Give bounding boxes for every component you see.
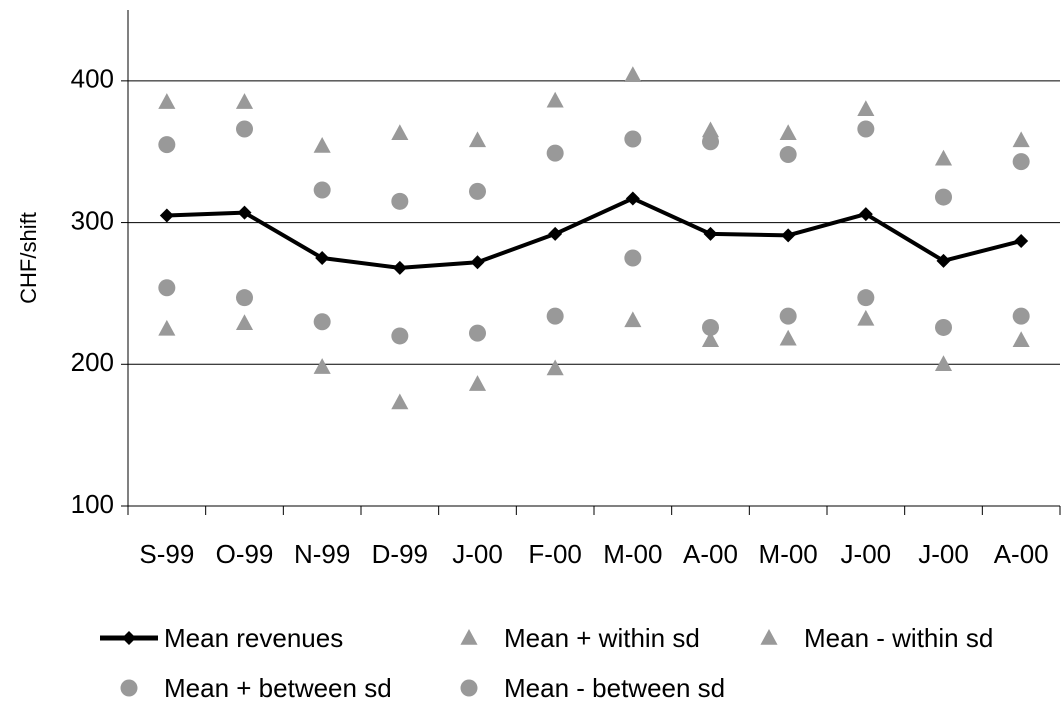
point bbox=[236, 289, 253, 307]
legend-label: Mean - between sd bbox=[504, 673, 725, 703]
point bbox=[1012, 131, 1030, 148]
x-tick-label: D-99 bbox=[372, 539, 428, 569]
point bbox=[313, 313, 331, 331]
point bbox=[624, 66, 642, 82]
point bbox=[779, 124, 797, 141]
point bbox=[313, 137, 331, 153]
point bbox=[1012, 153, 1030, 171]
legend-label: Mean + between sd bbox=[164, 673, 392, 703]
point bbox=[625, 191, 640, 206]
point bbox=[460, 629, 478, 645]
point bbox=[935, 188, 952, 206]
x-tick-label: S-99 bbox=[139, 539, 194, 569]
point bbox=[935, 318, 952, 336]
point bbox=[1012, 331, 1030, 347]
x-tick-label: J-00 bbox=[841, 539, 892, 569]
series-line bbox=[166, 196, 1022, 270]
point bbox=[391, 393, 409, 410]
point bbox=[391, 124, 409, 141]
point bbox=[235, 314, 254, 330]
point bbox=[857, 289, 875, 307]
point bbox=[313, 358, 331, 374]
point bbox=[548, 226, 563, 241]
x-tick-label: O-99 bbox=[216, 539, 274, 569]
point bbox=[857, 100, 875, 116]
x-tick-label: A-00 bbox=[683, 539, 738, 569]
x-tick-label: J-00 bbox=[452, 539, 503, 569]
point bbox=[313, 181, 331, 199]
point bbox=[1014, 233, 1029, 248]
point bbox=[934, 355, 953, 372]
point bbox=[760, 629, 778, 645]
point bbox=[703, 226, 718, 241]
point bbox=[781, 228, 796, 243]
x-tick-label: A-00 bbox=[994, 539, 1049, 569]
point bbox=[122, 631, 136, 645]
point bbox=[158, 279, 176, 297]
legend-label: Mean - within sd bbox=[804, 623, 993, 653]
point bbox=[857, 120, 875, 138]
point bbox=[546, 359, 564, 376]
point bbox=[701, 121, 720, 138]
legend-label: Mean revenues bbox=[164, 623, 343, 653]
point bbox=[701, 331, 720, 347]
point bbox=[468, 375, 487, 391]
y-tick-label: 300 bbox=[71, 205, 114, 235]
point bbox=[779, 329, 797, 346]
x-tick-label: J-00 bbox=[918, 539, 969, 569]
point bbox=[546, 144, 564, 162]
point bbox=[546, 307, 564, 325]
legend-label: Mean + within sd bbox=[504, 623, 700, 653]
point bbox=[158, 136, 176, 154]
x-tick-label: M-00 bbox=[759, 539, 818, 569]
point bbox=[624, 311, 642, 328]
point bbox=[391, 192, 409, 210]
point bbox=[469, 324, 486, 342]
point bbox=[702, 318, 719, 336]
y-tick-label: 400 bbox=[71, 64, 114, 94]
y-tick-label: 200 bbox=[71, 347, 114, 377]
point bbox=[624, 249, 642, 267]
point bbox=[158, 93, 176, 109]
point bbox=[936, 253, 951, 268]
point bbox=[858, 207, 873, 222]
point bbox=[120, 679, 138, 697]
point bbox=[460, 679, 478, 697]
point bbox=[624, 130, 642, 148]
point bbox=[1012, 307, 1030, 325]
point bbox=[391, 327, 409, 345]
point bbox=[315, 251, 330, 265]
point bbox=[158, 319, 176, 336]
y-axis-label: CHF/shift bbox=[16, 212, 41, 304]
point bbox=[392, 260, 407, 275]
x-tick-label: F-00 bbox=[528, 539, 581, 569]
x-tick-label: N-99 bbox=[294, 539, 350, 569]
point bbox=[470, 255, 485, 270]
point bbox=[546, 91, 564, 108]
point bbox=[469, 182, 486, 200]
point bbox=[857, 309, 875, 326]
point bbox=[237, 205, 252, 220]
point bbox=[235, 93, 254, 109]
point bbox=[702, 133, 719, 151]
point bbox=[779, 146, 797, 164]
point bbox=[159, 208, 174, 223]
point bbox=[468, 131, 487, 148]
point bbox=[779, 307, 797, 325]
point bbox=[934, 149, 953, 166]
point bbox=[236, 120, 253, 138]
y-tick-label: 100 bbox=[71, 489, 114, 519]
x-tick-label: M-00 bbox=[603, 539, 662, 569]
